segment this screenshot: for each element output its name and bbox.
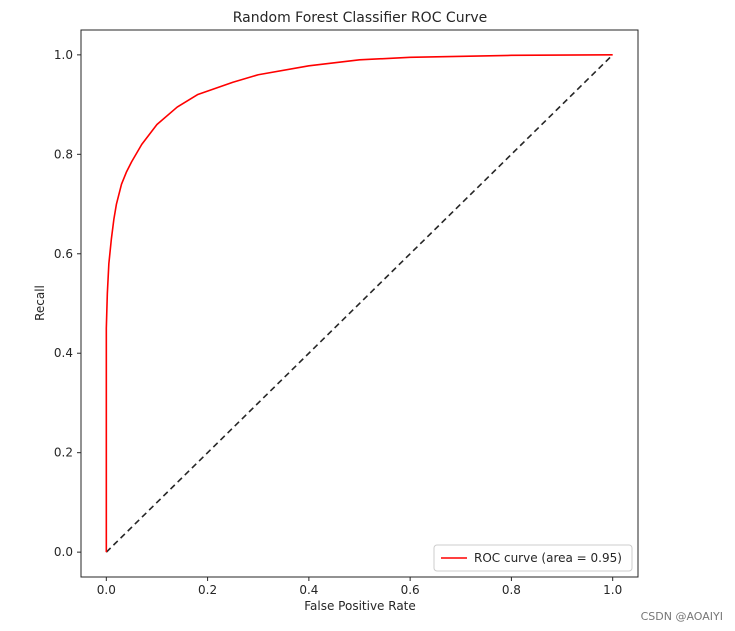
x-tick-label: 0.6 <box>401 583 420 597</box>
x-tick-label: 1.0 <box>603 583 622 597</box>
chance-diagonal-line <box>105 54 614 553</box>
legend-box <box>433 544 633 572</box>
y-tick-label: 0.4 <box>54 346 73 360</box>
x-tick-label: 0.0 <box>97 583 116 597</box>
y-tick-label: 0.6 <box>54 247 73 261</box>
legend-label: ROC curve (area = 0.95) <box>474 551 622 565</box>
chart-title: Random Forest Classifier ROC Curve <box>233 10 487 26</box>
y-axis-ticks: 0.0 0.2 0.4 0.6 0.8 1.0 <box>54 48 81 559</box>
x-tick-label: 0.8 <box>502 583 521 597</box>
x-axis-ticks: 0.0 0.2 0.4 0.6 0.8 1.0 <box>97 577 622 597</box>
y-tick-label: 0.8 <box>54 147 73 161</box>
x-tick-label: 0.4 <box>299 583 318 597</box>
legend: ROC curve (area = 0.95) <box>433 544 633 572</box>
y-tick-label: 0.2 <box>54 446 73 460</box>
series-layer <box>105 54 614 553</box>
watermark-text: CSDN @AOAIYI <box>640 610 723 623</box>
y-axis-label: Recall <box>33 285 47 321</box>
x-tick-label: 0.2 <box>198 583 217 597</box>
roc-curve-line <box>105 54 613 553</box>
plot-frame <box>80 29 639 578</box>
y-tick-label: 1.0 <box>54 48 73 62</box>
x-axis-label: False Positive Rate <box>304 599 416 613</box>
y-tick-label: 0.0 <box>54 545 73 559</box>
